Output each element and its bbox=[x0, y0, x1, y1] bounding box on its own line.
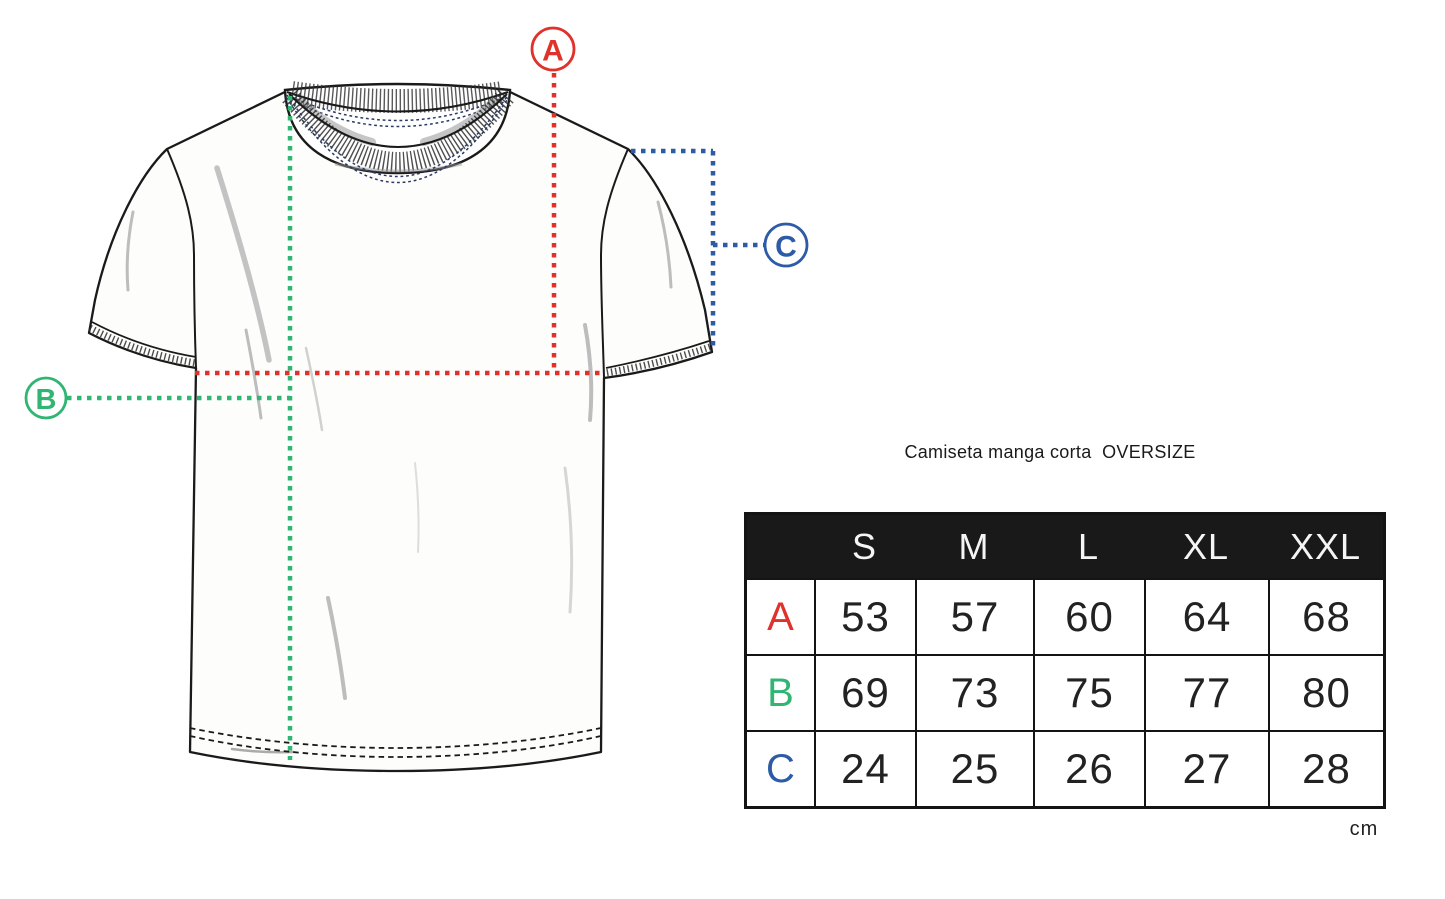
tshirt-diagram: A B C bbox=[24, 26, 809, 773]
sleeve-hem-left bbox=[88, 321, 197, 367]
table-row-a: A 53 57 60 64 68 bbox=[747, 578, 1383, 654]
cell-b-m: 73 bbox=[915, 656, 1033, 730]
collar-back-stitching bbox=[295, 98, 501, 128]
unit-label: cm bbox=[1349, 818, 1379, 840]
cell-c-xl: 27 bbox=[1144, 732, 1268, 806]
cell-b-s: 69 bbox=[814, 656, 915, 730]
header-corner-cell bbox=[747, 515, 814, 578]
cell-b-l: 75 bbox=[1033, 656, 1144, 730]
measure-a-lines bbox=[195, 73, 601, 376]
cell-b-xl: 77 bbox=[1144, 656, 1268, 730]
size-col-s: S bbox=[851, 525, 877, 567]
marker-a-circle bbox=[530, 26, 576, 72]
collar-under-shadow bbox=[334, 162, 463, 173]
collar-front-inner-edge bbox=[288, 93, 508, 148]
sleeve-hem-right bbox=[604, 340, 712, 377]
cell-a-s: 53 bbox=[814, 580, 915, 654]
marker-b-circle bbox=[24, 376, 68, 420]
size-col-xl: XL bbox=[1182, 525, 1230, 567]
collar-outer-stitching bbox=[285, 94, 510, 184]
page-title: Camiseta manga corta OVERSIZE bbox=[904, 442, 1196, 462]
marker-b: B bbox=[24, 376, 68, 420]
marker-c-circle bbox=[763, 222, 809, 268]
marker-c-label: C bbox=[775, 231, 797, 264]
cell-a-xxl: 68 bbox=[1268, 580, 1383, 654]
cell-b-xxl: 80 bbox=[1268, 656, 1383, 730]
row-label-b: B bbox=[767, 670, 794, 715]
marker-a-label: A bbox=[542, 35, 564, 68]
marker-a: A bbox=[530, 26, 576, 72]
cell-a-m: 57 bbox=[915, 580, 1033, 654]
left-armhole-seam bbox=[166, 148, 197, 369]
right-armhole-seam bbox=[599, 148, 629, 379]
size-table: S M L XL XXL A 53 57 60 64 68 B 69 73 75… bbox=[744, 512, 1386, 809]
marker-c: C bbox=[763, 222, 809, 268]
table-row-b: B 69 73 75 77 80 bbox=[747, 654, 1383, 730]
cell-c-m: 25 bbox=[915, 732, 1033, 806]
cell-a-l: 60 bbox=[1033, 580, 1144, 654]
measure-b-lines bbox=[67, 96, 293, 760]
size-col-m: M bbox=[958, 525, 990, 567]
size-table-header: S M L XL XXL bbox=[747, 515, 1383, 578]
size-col-xxl: XXL bbox=[1289, 525, 1362, 567]
cell-c-s: 24 bbox=[814, 732, 915, 806]
cell-c-xxl: 28 bbox=[1268, 732, 1383, 806]
row-label-a: A bbox=[767, 594, 794, 639]
table-row-c: C 24 25 26 27 28 bbox=[747, 730, 1383, 806]
marker-b-label: B bbox=[36, 384, 57, 416]
measure-c-lines bbox=[631, 148, 764, 347]
row-label-c: C bbox=[766, 746, 795, 791]
size-col-l: L bbox=[1077, 525, 1100, 567]
cell-a-xl: 64 bbox=[1144, 580, 1268, 654]
cell-c-l: 26 bbox=[1033, 732, 1144, 806]
collar-front-ribbing bbox=[282, 89, 514, 172]
collar-back-inner-edge bbox=[286, 91, 509, 113]
collar bbox=[282, 81, 514, 184]
